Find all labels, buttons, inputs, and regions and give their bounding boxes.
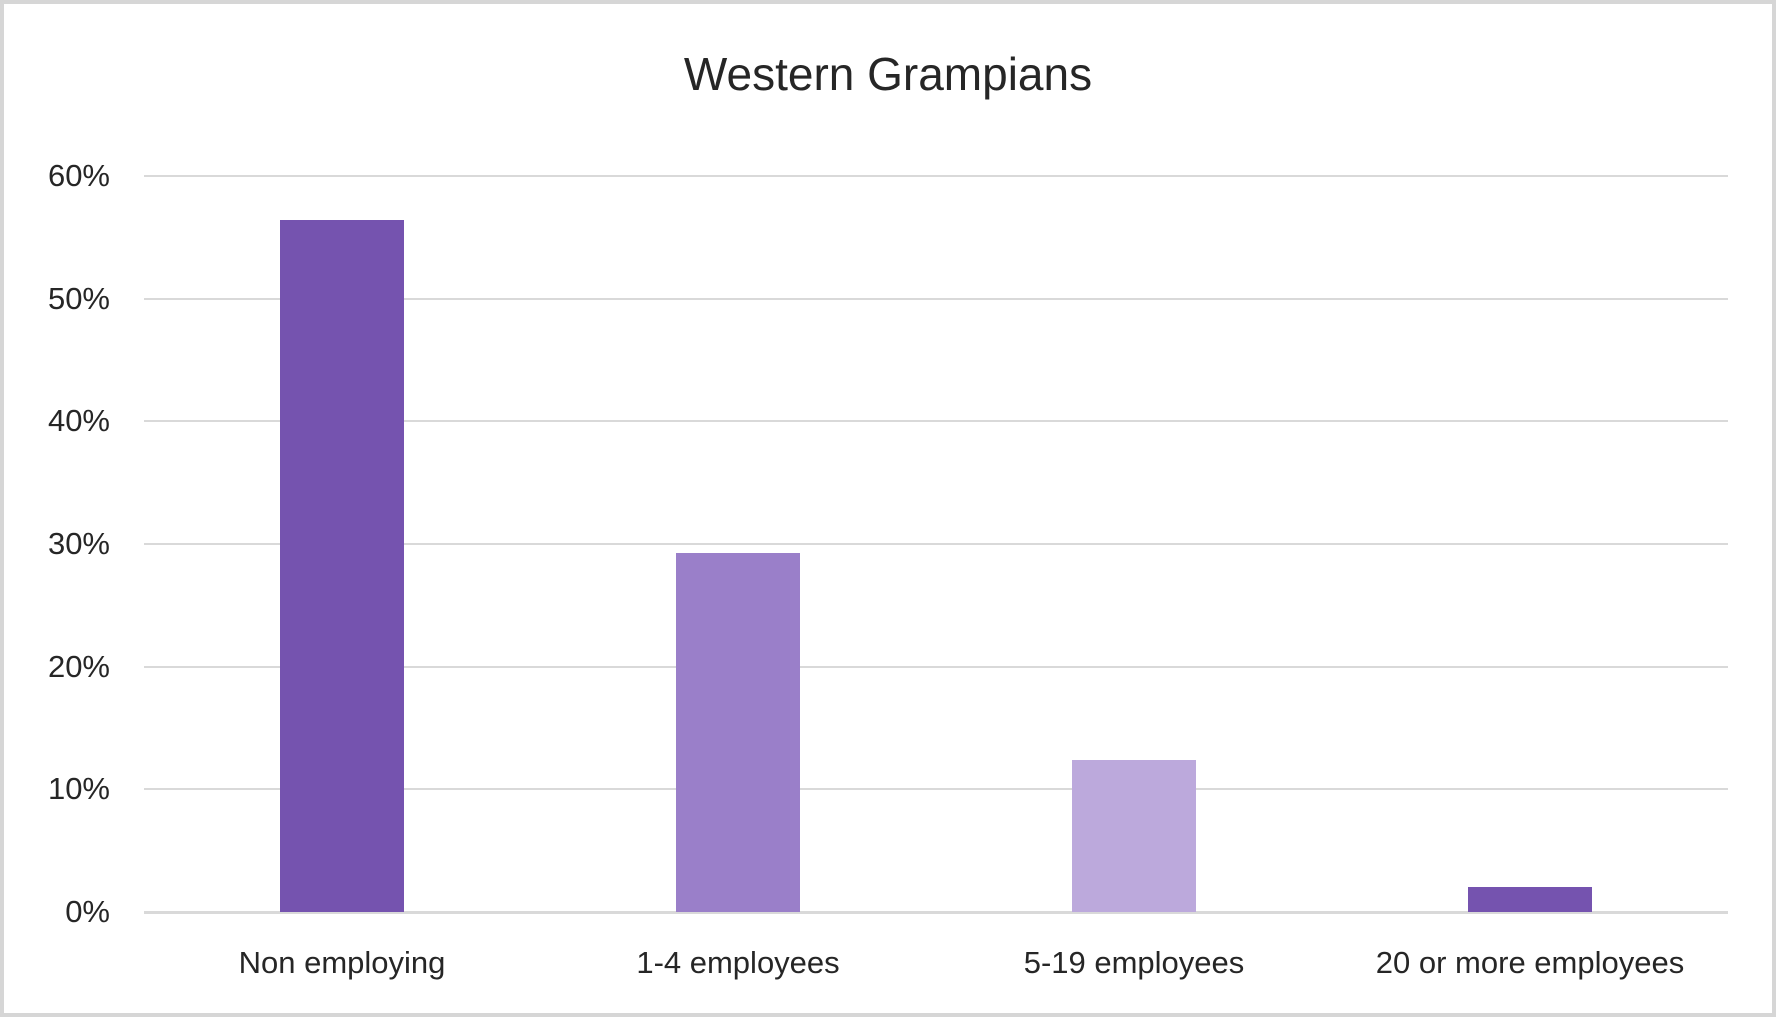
bar-20-or-more-employees [1468,887,1592,912]
gridline-30 [144,543,1728,545]
gridline-40 [144,420,1728,423]
bar-non-employing [280,220,404,912]
x-category-label-non-employing: Non employing [238,945,446,980]
x-axis-line [144,910,1728,914]
chart-title: Western Grampians [683,48,1093,100]
y-tick-label-0: 0% [65,894,110,929]
plot-area [144,175,1728,914]
x-category-label-20-or-more-employees: 20 or more employees [1375,945,1685,980]
y-tick-label-20: 20% [47,648,110,684]
bar-5-19-employees [1072,759,1196,912]
x-axis: Non employing 1-4 employees 5-19 employees… [144,942,1728,992]
gridline-20 [144,665,1728,668]
y-tick-label-10: 10% [47,771,110,807]
y-tick-label-50: 50% [47,280,110,316]
bar-1-4-employees [676,552,800,912]
gridline-60 [144,175,1728,177]
x-category-label-5-19-employees: 5-19 employees [1023,945,1245,980]
x-category-label-1-4-employees: 1-4 employees [636,945,840,980]
y-tick-label-40: 40% [47,403,110,439]
y-tick-label-60: 60% [47,158,110,193]
gridline-50 [144,297,1728,300]
y-tick-label-30: 30% [47,526,110,561]
gridline-10 [144,788,1728,791]
